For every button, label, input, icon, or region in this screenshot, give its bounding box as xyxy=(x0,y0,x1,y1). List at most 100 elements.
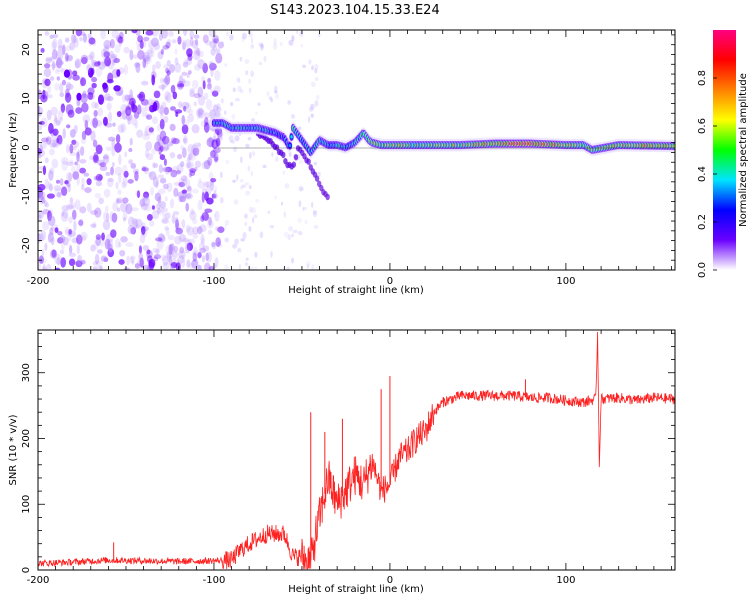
heatmap-cell xyxy=(124,94,131,101)
heatmap-cell xyxy=(143,203,152,212)
heatmap-cell xyxy=(248,226,252,232)
heatmap-cell xyxy=(54,227,59,233)
heatmap-cell xyxy=(195,108,204,117)
heatmap-cell xyxy=(45,136,52,145)
snr-background xyxy=(38,330,675,570)
heatmap-cell xyxy=(110,53,118,59)
heatmap-cell xyxy=(152,64,156,73)
heatmap-cell xyxy=(38,142,41,148)
heatmap-cell xyxy=(102,83,109,93)
heatmap-cell xyxy=(71,237,79,244)
heatmap-cell xyxy=(262,164,267,169)
heatmap-cell xyxy=(38,105,41,112)
heatmap-cell xyxy=(162,45,170,50)
heatmap-cell xyxy=(55,139,63,146)
heatmap-cell xyxy=(160,207,165,214)
heatmap-cell xyxy=(44,178,49,190)
heatmap-cell xyxy=(288,143,292,148)
heatmap-cell xyxy=(155,181,159,189)
heatmap-cell xyxy=(231,113,236,120)
heatmap-cell xyxy=(250,44,255,49)
heatmap-cell xyxy=(137,104,142,115)
heatmap-cell xyxy=(173,181,182,187)
heatmap-cell xyxy=(187,153,191,162)
heatmap-cell xyxy=(146,49,153,59)
heatmap-cell xyxy=(192,145,196,157)
heatmap-cell xyxy=(143,191,150,199)
heatmap-cell xyxy=(45,263,52,270)
heatmap-cell xyxy=(54,115,58,123)
heatmap-cell xyxy=(298,200,302,208)
heatmap-cell xyxy=(196,47,201,57)
heatmap-cell xyxy=(150,37,159,47)
heatmap-cell xyxy=(172,251,179,259)
heatmap-cell xyxy=(54,69,60,75)
heatmap-cell xyxy=(216,35,219,43)
snr-y-axis: 0 100 200 300 xyxy=(21,332,675,573)
heatmap-cell xyxy=(56,134,63,145)
heatmap-cell xyxy=(66,69,73,80)
heatmap-cell xyxy=(46,94,53,99)
heatmap-cell xyxy=(208,120,213,131)
heatmap-cell xyxy=(95,180,103,187)
heatmap-cell xyxy=(172,91,178,100)
heatmap-cell xyxy=(99,165,108,172)
heatmap-cell xyxy=(182,237,190,243)
heatmap-cell xyxy=(224,110,227,115)
heatmap-cell xyxy=(92,139,98,148)
heatmap-cell xyxy=(134,263,141,269)
heatmap-cell xyxy=(60,106,66,112)
heatmap-cell xyxy=(94,253,100,265)
heatmap-cell xyxy=(216,130,223,138)
heatmap-cell xyxy=(189,91,195,98)
heatmap-cell xyxy=(72,171,80,180)
x-tick-label: -200 xyxy=(27,276,50,287)
heatmap-cell xyxy=(40,47,45,53)
heatmap-cell xyxy=(40,229,47,241)
heatmap-cell xyxy=(122,197,129,204)
heatmap-cell xyxy=(77,220,84,226)
heatmap-cell xyxy=(116,196,124,204)
heatmap-cell xyxy=(209,109,217,119)
heatmap-cell xyxy=(118,259,125,265)
heatmap-cell xyxy=(224,237,229,243)
heatmap-cell xyxy=(136,190,141,199)
heatmap-cell xyxy=(194,38,199,46)
heatmap-cell xyxy=(211,241,216,248)
heatmap-cell xyxy=(213,85,221,94)
heatmap-cell xyxy=(214,156,219,162)
heatmap-cell xyxy=(127,115,131,125)
heatmap-cell xyxy=(161,101,167,110)
heatmap-cell xyxy=(45,57,52,64)
heatmap-cell xyxy=(105,212,110,223)
heatmap-cell xyxy=(197,109,206,119)
heatmap-cell xyxy=(107,72,114,83)
heatmap-cell xyxy=(171,165,180,173)
heatmap-cell xyxy=(290,114,296,119)
heatmap-cell xyxy=(162,140,167,146)
heatmap-cell xyxy=(197,59,205,69)
heatmap-cell xyxy=(213,213,217,218)
heatmap-cell xyxy=(127,179,134,184)
colorbar-tick-label: 0.6 xyxy=(697,118,708,134)
heatmap-cell xyxy=(95,120,103,127)
heatmap-cell xyxy=(206,251,212,263)
heatmap-cell xyxy=(218,129,222,135)
heatmap-cell xyxy=(201,211,210,222)
heatmap-cell xyxy=(130,227,137,235)
colorbar-label: Normalized spectral amplitude xyxy=(738,73,749,227)
heatmap-cell xyxy=(147,98,153,106)
heatmap-cell xyxy=(298,159,304,165)
heatmap-cell xyxy=(185,192,193,200)
heatmap-cell xyxy=(181,147,187,159)
heatmap-cell xyxy=(266,90,270,97)
heatmap-cell xyxy=(181,257,186,269)
heatmap-cell xyxy=(71,139,77,145)
heatmap-cell xyxy=(162,212,166,218)
heatmap-cell xyxy=(158,205,163,216)
heatmap-cell xyxy=(193,92,201,99)
heatmap-cell xyxy=(239,186,244,190)
heatmap-cell xyxy=(164,90,171,102)
heatmap-cell xyxy=(287,234,291,241)
heatmap-cell xyxy=(197,95,206,106)
